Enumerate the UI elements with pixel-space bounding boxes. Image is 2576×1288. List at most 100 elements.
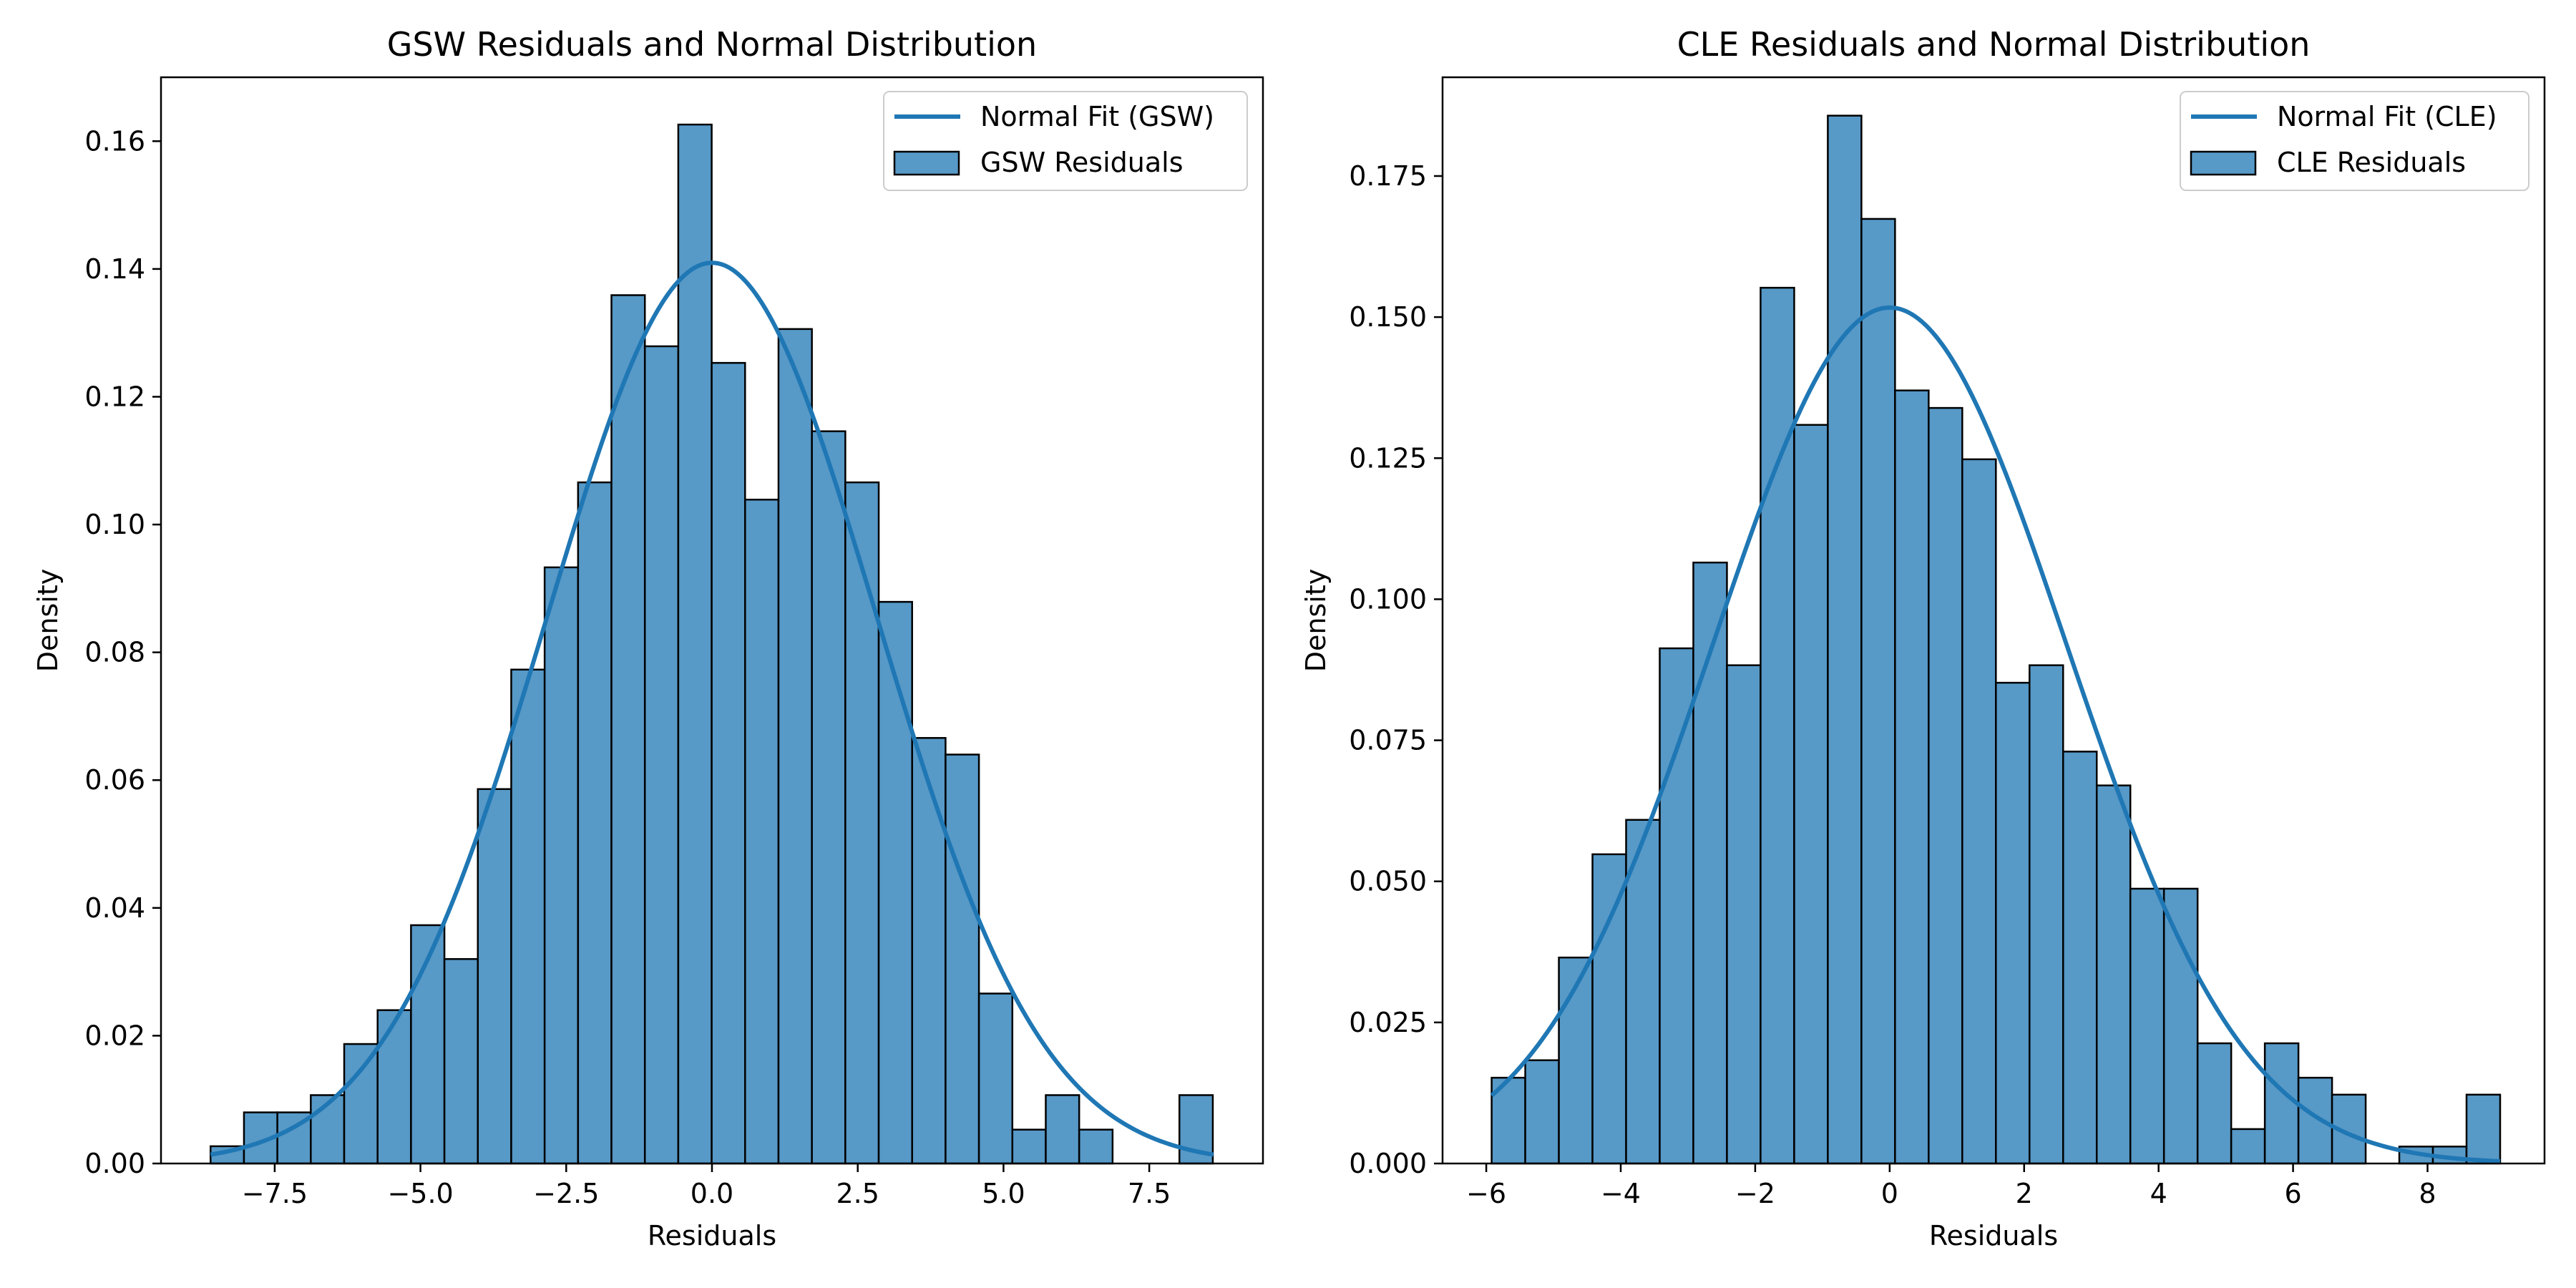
histogram-bar: [1078, 1128, 1114, 1165]
x-tick-label: 0: [1881, 1178, 1898, 1209]
y-tick-label: 0.000: [1349, 1148, 1427, 1179]
histogram-bar: [744, 498, 780, 1165]
y-tick-label: 0.04: [84, 892, 145, 924]
histogram-bar: [1827, 114, 1863, 1165]
x-tick-label: 4: [2150, 1178, 2167, 1209]
histogram-bar: [1793, 424, 1829, 1165]
chart-panel-cle: CLE Residuals and Normal Distribution −6…: [1300, 25, 2546, 1252]
legend: Normal Fit (CLE) CLE Residuals: [2180, 91, 2529, 191]
histogram-bar: [2029, 664, 2064, 1165]
histogram-bar: [877, 600, 913, 1165]
histogram-bar: [1760, 286, 1795, 1165]
normal-fit-line: [1490, 305, 2501, 1163]
histogram-bar: [1011, 1128, 1047, 1165]
y-tick-label: 0.050: [1349, 866, 1427, 897]
histogram-bar: [543, 566, 580, 1165]
y-axis-ticks: 0.000 0.025 0.050 0.075 0.100 0.125 0.150 0.175: [1349, 160, 1443, 1179]
chart-panel-gsw: GSW Residuals and Normal Distribution −7…: [32, 25, 1264, 1252]
histogram-bar: [477, 788, 512, 1165]
histogram-bar: [643, 345, 680, 1165]
histogram-bar: [1659, 647, 1694, 1165]
histogram-bar: [510, 668, 546, 1165]
y-axis-label: Density: [32, 569, 64, 672]
x-tick-label: −5.0: [387, 1178, 453, 1209]
histogram-bar: [1625, 819, 1661, 1165]
x-tick-label: 2.5: [836, 1178, 879, 1209]
x-tick-label: −2: [1735, 1178, 1775, 1209]
x-tick-label: −7.5: [242, 1178, 308, 1209]
legend-box: [2180, 91, 2529, 191]
x-tick-label: 2: [2016, 1178, 2033, 1209]
legend: Normal Fit (GSW) GSW Residuals: [883, 91, 1248, 191]
y-tick-label: 0.125: [1349, 442, 1427, 474]
x-tick-label: 7.5: [1128, 1178, 1171, 1209]
legend-label-normal-fit: Normal Fit (GSW): [980, 101, 1214, 132]
legend-bar-swatch: [893, 150, 960, 176]
legend-box: [883, 91, 1248, 191]
y-tick-label: 0.150: [1349, 301, 1427, 333]
legend-label-residuals: CLE Residuals: [2277, 147, 2466, 178]
histogram-bar: [945, 753, 980, 1165]
histogram-bar: [2263, 1042, 2300, 1165]
x-tick-label: −2.5: [533, 1178, 599, 1209]
y-tick-label: 0.00: [84, 1148, 145, 1179]
y-tick-label: 0.075: [1349, 725, 1427, 756]
x-tick-label: −4: [1601, 1178, 1641, 1209]
histogram-bar: [1860, 218, 1896, 1165]
x-tick-label: 6: [2284, 1178, 2301, 1209]
y-tick-label: 0.16: [84, 125, 145, 157]
y-axis-ticks: 0.00 0.02 0.04 0.06 0.08 0.10 0.12 0.14 0.16: [84, 125, 161, 1179]
x-tick-label: 8: [2419, 1178, 2436, 1209]
y-tick-label: 0.10: [84, 509, 145, 540]
histogram-bar: [2465, 1093, 2502, 1165]
normal-fit-line: [210, 260, 1214, 1157]
histogram-bar: [1995, 681, 2031, 1165]
histogram-bar: [1591, 853, 1627, 1165]
histogram-bar: [2230, 1128, 2266, 1165]
histogram-bar: [2095, 784, 2132, 1165]
histogram-bar: [1894, 389, 1930, 1165]
histogram-bar: [610, 294, 646, 1165]
histogram-bar: [2129, 887, 2165, 1165]
plot-area: [1490, 114, 2502, 1165]
x-axis-label: Residuals: [648, 1220, 776, 1252]
y-tick-label: 0.025: [1349, 1007, 1427, 1038]
y-tick-label: 0.06: [84, 764, 145, 796]
histogram-bar: [577, 481, 613, 1165]
histogram-bar: [777, 328, 813, 1165]
histogram-bar: [811, 430, 847, 1165]
x-tick-label: 5.0: [982, 1178, 1025, 1209]
histogram-bar: [1045, 1094, 1080, 1165]
chart-title: GSW Residuals and Normal Distribution: [387, 25, 1037, 64]
histogram-bar: [677, 123, 713, 1165]
histogram-bar: [711, 361, 746, 1165]
histogram-bar: [1524, 1059, 1560, 1165]
y-tick-label: 0.14: [84, 253, 145, 285]
x-axis-ticks: −7.5 −5.0 −2.5 0.0 2.5 5.0 7.5: [242, 1163, 1171, 1209]
histogram-bar: [977, 992, 1014, 1165]
histogram-bar: [911, 737, 947, 1165]
legend-label-residuals: GSW Residuals: [980, 147, 1184, 178]
histogram-bar: [1961, 458, 1997, 1165]
y-axis-label: Density: [1300, 569, 1332, 672]
x-axis-label: Residuals: [1929, 1220, 2058, 1252]
histogram-bar: [844, 481, 880, 1165]
y-tick-label: 0.12: [84, 381, 145, 412]
y-tick-label: 0.08: [84, 637, 145, 668]
x-tick-label: 0.0: [691, 1178, 733, 1209]
legend-label-normal-fit: Normal Fit (CLE): [2277, 101, 2497, 132]
histogram-bar: [1726, 664, 1762, 1165]
histogram-bar: [2162, 887, 2199, 1165]
histogram-bar: [2196, 1042, 2233, 1165]
plot-area: [210, 123, 1214, 1165]
y-tick-label: 0.02: [84, 1020, 145, 1051]
histogram-bar: [2062, 751, 2098, 1165]
y-tick-label: 0.100: [1349, 583, 1427, 615]
legend-bar-swatch: [2190, 150, 2257, 176]
y-tick-label: 0.175: [1349, 160, 1427, 192]
histogram-bar: [343, 1043, 379, 1165]
histogram-bar: [2297, 1076, 2333, 1165]
histogram-bar: [443, 958, 479, 1165]
x-tick-label: −6: [1466, 1178, 1506, 1209]
